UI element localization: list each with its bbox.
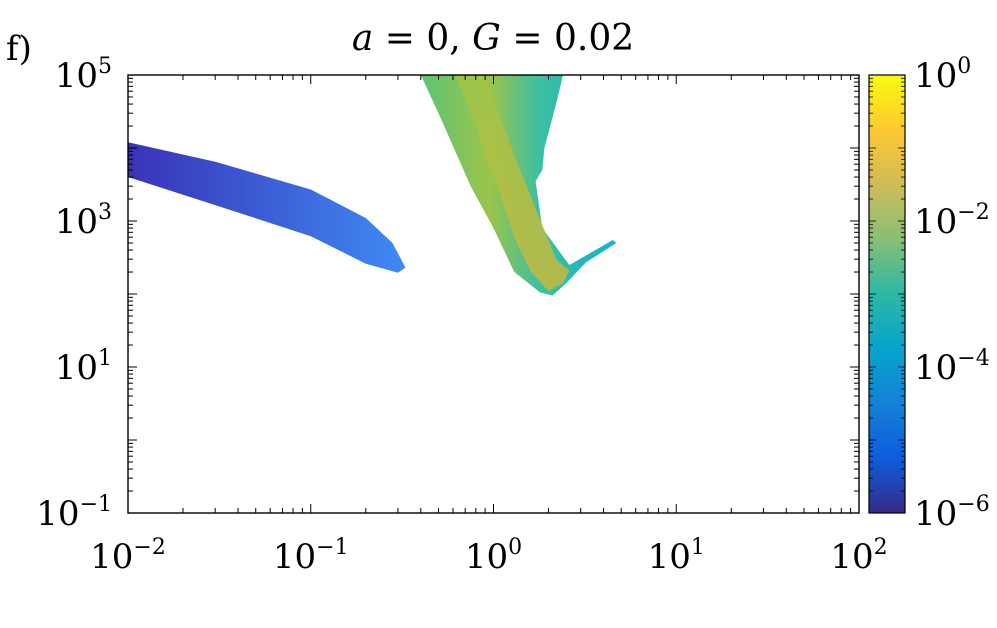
x-tick-label: 10−2	[90, 535, 166, 577]
colorbar-tick-label: 10−6	[914, 492, 990, 534]
y-tick-label: 103	[55, 200, 112, 242]
x-tick-label: 100	[465, 535, 522, 577]
x-axis: 10−2 10−1 100 101 102	[90, 75, 888, 577]
x-tick-label: 102	[830, 535, 887, 577]
y-tick-label: 105	[55, 54, 112, 96]
left-band	[128, 142, 406, 273]
colorbar-tick-label: 100	[914, 54, 971, 96]
fan-core-shading	[455, 75, 570, 291]
colorbar-axis: 10−6 10−4 10−2 100	[869, 54, 990, 534]
colorbar-tick-label: 10−2	[914, 200, 990, 242]
chart-title: a = 0, G = 0.02	[352, 18, 634, 59]
x-tick-label: 101	[648, 535, 705, 577]
heatmap-regions	[128, 75, 617, 296]
y-tick-label: 101	[55, 346, 112, 388]
panel-label: f)	[6, 29, 32, 69]
y-tick-label: 10−1	[36, 492, 112, 534]
x-tick-label: 10−1	[273, 535, 349, 577]
y-axis: 10−1 101 103 105	[36, 54, 859, 534]
colorbar-tick-label: 10−4	[914, 346, 990, 388]
